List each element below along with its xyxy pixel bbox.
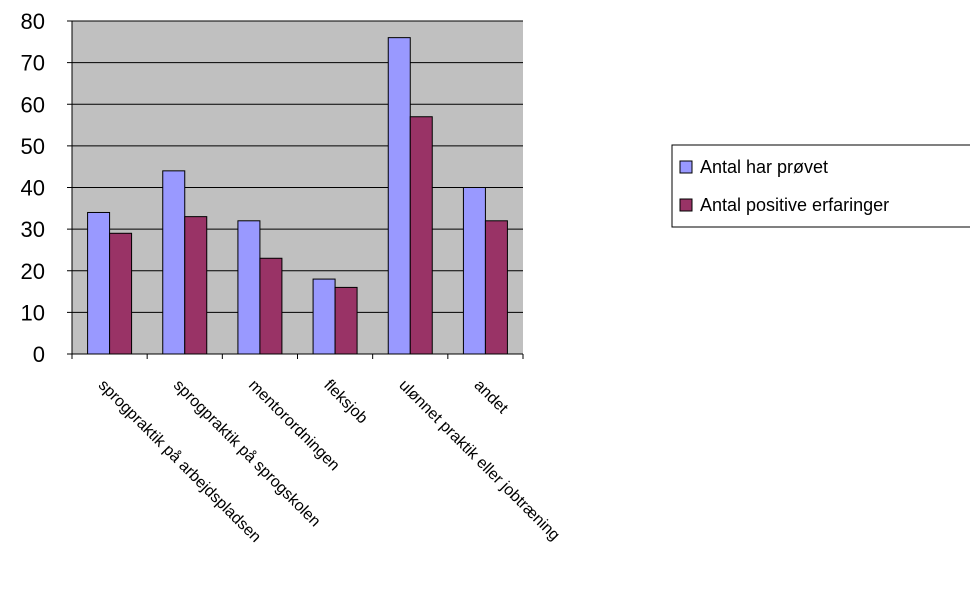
y-axis-ticks: 0 10 20 30 40 50 60 70 80	[21, 9, 72, 367]
bar-series-1	[387, 37, 411, 355]
legend-swatch-series-1	[679, 160, 693, 174]
legend: Antal har prøvet Antal positive erfaring…	[671, 144, 970, 228]
x-category-label: sprogpraktik på arbejdspladsen	[95, 376, 265, 546]
legend-swatch-series-2	[679, 198, 693, 212]
y-tick-label: 70	[21, 51, 45, 76]
bar-series-1	[462, 187, 486, 355]
y-tick-label: 80	[21, 9, 45, 34]
bar-series-1	[312, 278, 336, 355]
bar-series-2	[484, 220, 508, 355]
x-category-label: ulønnet praktik eller jobtræning	[395, 377, 562, 544]
legend-label-series-1: Antal har prøvet	[700, 157, 828, 177]
bar-series-1	[162, 170, 186, 355]
x-axis-ticks	[71, 354, 524, 359]
x-category-label: fleksjob	[320, 377, 370, 427]
y-tick-label: 40	[21, 176, 45, 201]
y-tick-label: 20	[21, 259, 45, 284]
bar-series-2	[409, 116, 433, 355]
category-labels: sprogpraktik på arbejdspladsensprogprakt…	[95, 376, 563, 546]
y-tick-label: 0	[33, 342, 45, 367]
y-tick-label: 60	[21, 92, 45, 117]
gridlines	[72, 20, 523, 313]
x-category-label: sprogpraktik på sprogskolen	[170, 376, 324, 530]
y-tick-label: 50	[21, 134, 45, 159]
y-tick-label: 10	[21, 300, 45, 325]
bar-series-2	[259, 257, 283, 355]
legend-box	[671, 144, 970, 228]
y-tick-label: 30	[21, 217, 45, 242]
bar-series-2	[334, 286, 358, 355]
bar-series-2	[184, 216, 208, 355]
legend-label-series-2: Antal positive erfaringer	[700, 195, 889, 215]
bar-series-1	[237, 220, 261, 355]
x-category-label: andet	[471, 377, 512, 418]
bar-series-2	[109, 232, 133, 355]
bar-series-1	[87, 211, 111, 355]
